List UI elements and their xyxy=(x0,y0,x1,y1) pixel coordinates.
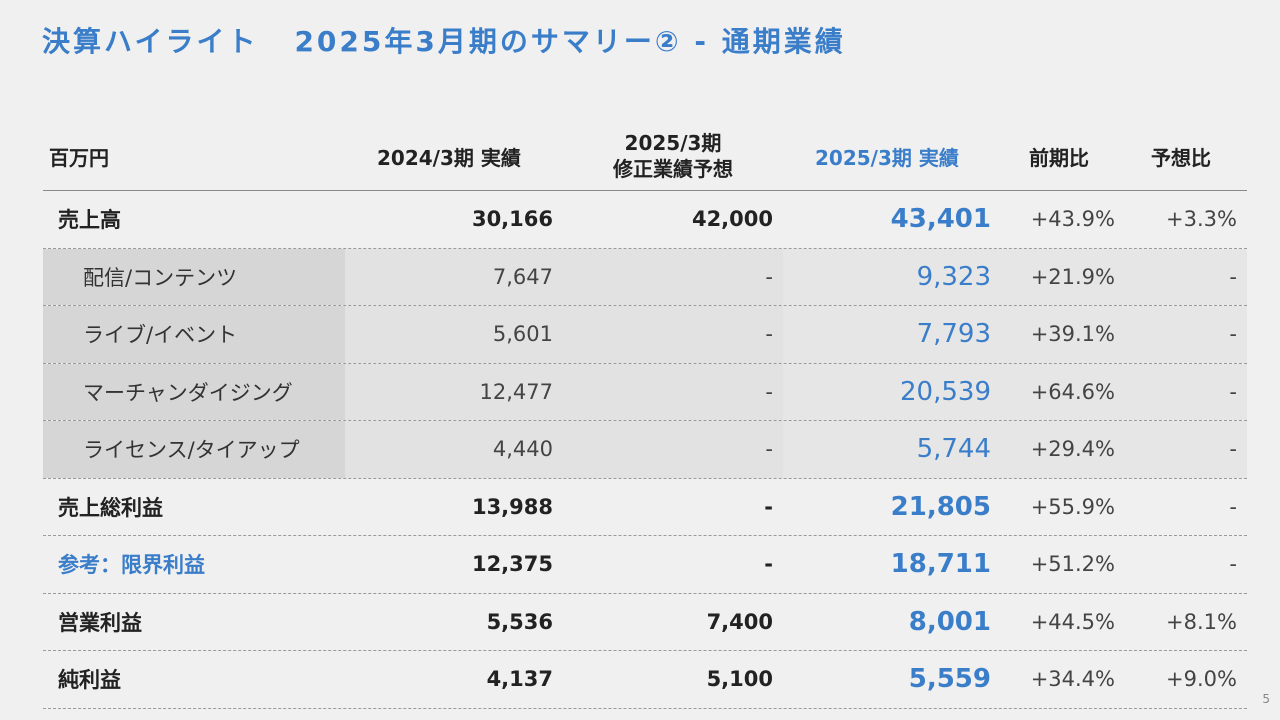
results-table: 百万円 2024/3期 実績 2025/3期 修正業績予想 2025/3期 実績… xyxy=(43,122,1247,709)
row-label: ライブ/イベント xyxy=(83,323,238,348)
current-actual-value: 21,805 xyxy=(890,491,991,522)
table-row: 売上総利益 13,988 - 21,805 +55.9% - xyxy=(43,479,1247,536)
row-shade xyxy=(43,306,345,363)
vs-forecast-value: +8.1% xyxy=(1166,609,1237,634)
forecast-value: - xyxy=(765,437,773,462)
table-row: 参考：限界利益 12,375 - 18,711 +51.2% - xyxy=(43,536,1247,594)
prev-actual-value: 5,536 xyxy=(486,609,553,634)
current-actual-value: 18,711 xyxy=(890,549,991,580)
forecast-value: - xyxy=(765,379,773,404)
current-actual-value: 20,539 xyxy=(900,376,991,407)
current-actual-value: 43,401 xyxy=(890,204,991,235)
vs-forecast-value: - xyxy=(1229,552,1237,577)
yoy-value: +44.5% xyxy=(1030,609,1115,634)
vs-forecast-value: +9.0% xyxy=(1166,667,1237,692)
row-shade xyxy=(783,248,1247,305)
row-label: 参考：限界利益 xyxy=(58,553,205,578)
row-shade xyxy=(345,248,783,305)
table-header: 百万円 2024/3期 実績 2025/3期 修正業績予想 2025/3期 実績… xyxy=(43,122,1247,191)
current-actual-header: 2025/3期 実績 xyxy=(815,145,959,170)
prev-actual-value: 4,440 xyxy=(492,437,553,462)
row-shade xyxy=(43,421,345,478)
row-shade xyxy=(345,421,783,478)
row-label: ライセンス/タイアップ xyxy=(83,438,300,463)
page-number: 5 xyxy=(1262,692,1270,706)
yoy-value: +39.1% xyxy=(1030,322,1115,347)
prev-actual-value: 12,375 xyxy=(471,552,553,577)
forecast-header: 2025/3期 修正業績予想 xyxy=(583,122,763,190)
row-label: 売上総利益 xyxy=(58,495,163,520)
vs-forecast-header: 予想比 xyxy=(1151,145,1211,170)
title-section: 決算ハイライト xyxy=(42,25,259,58)
yoy-value: +21.9% xyxy=(1030,264,1115,289)
prev-actual-value: 4,137 xyxy=(486,667,553,692)
unit-header: 百万円 xyxy=(49,145,109,170)
current-actual-value: 9,323 xyxy=(916,261,991,292)
vs-forecast-value: - xyxy=(1229,494,1237,519)
prev-actual-value: 30,166 xyxy=(471,207,553,232)
forecast-header-line1: 2025/3期 xyxy=(624,131,722,155)
yoy-value: +29.4% xyxy=(1030,437,1115,462)
forecast-value: 5,100 xyxy=(706,667,773,692)
current-actual-value: 5,744 xyxy=(916,434,991,465)
row-label: 配信/コンテンツ xyxy=(83,265,238,290)
yoy-value: +64.6% xyxy=(1030,379,1115,404)
forecast-header-line2: 修正業績予想 xyxy=(613,157,733,181)
row-shade xyxy=(43,248,345,305)
prev-actual-header: 2024/3期 実績 xyxy=(377,145,521,170)
prev-actual-value: 13,988 xyxy=(471,494,553,519)
row-shade xyxy=(345,363,783,420)
row-shade xyxy=(783,363,1247,420)
row-label: マーチャンダイジング xyxy=(83,380,293,405)
forecast-value: 7,400 xyxy=(706,609,773,634)
yoy-header: 前期比 xyxy=(1029,145,1089,170)
title-subject: 2025年3月期のサマリー② - 通期業績 xyxy=(294,25,846,58)
page-title: 決算ハイライト 2025年3月期のサマリー② - 通期業績 xyxy=(42,20,846,60)
prev-actual-value: 12,477 xyxy=(479,379,553,404)
vs-forecast-value: +3.3% xyxy=(1166,207,1237,232)
table-row: 純利益 4,137 5,100 5,559 +34.4% +9.0% xyxy=(43,651,1247,709)
forecast-value: - xyxy=(764,552,773,577)
forecast-value: - xyxy=(764,494,773,519)
table-row: ライブ/イベント 5,601 - 7,793 +39.1% - xyxy=(43,306,1247,364)
forecast-value: - xyxy=(765,264,773,289)
current-actual-value: 7,793 xyxy=(916,319,991,350)
row-shade xyxy=(783,306,1247,363)
prev-actual-value: 5,601 xyxy=(492,322,553,347)
current-actual-value: 5,559 xyxy=(908,664,991,695)
row-label: 営業利益 xyxy=(58,610,142,635)
table-row: 営業利益 5,536 7,400 8,001 +44.5% +8.1% xyxy=(43,594,1247,651)
table-row: 売上高 30,166 42,000 43,401 +43.9% +3.3% xyxy=(43,191,1247,249)
row-shade xyxy=(345,306,783,363)
table-row: マーチャンダイジング 12,477 - 20,539 +64.6% - xyxy=(43,363,1247,421)
row-shade xyxy=(43,363,345,420)
prev-actual-value: 7,647 xyxy=(492,264,553,289)
row-shade xyxy=(783,421,1247,478)
table-row: ライセンス/タイアップ 4,440 - 5,744 +29.4% - xyxy=(43,421,1247,479)
vs-forecast-value: - xyxy=(1229,437,1237,462)
forecast-value: - xyxy=(765,322,773,347)
vs-forecast-value: - xyxy=(1229,379,1237,404)
forecast-value: 42,000 xyxy=(691,207,773,232)
yoy-value: +34.4% xyxy=(1030,667,1115,692)
row-label: 売上高 xyxy=(58,208,121,233)
row-label: 純利益 xyxy=(58,668,121,693)
vs-forecast-value: - xyxy=(1229,322,1237,347)
yoy-value: +55.9% xyxy=(1030,494,1115,519)
current-actual-value: 8,001 xyxy=(908,606,991,637)
yoy-value: +43.9% xyxy=(1030,207,1115,232)
yoy-value: +51.2% xyxy=(1030,552,1115,577)
table-row: 配信/コンテンツ 7,647 - 9,323 +21.9% - xyxy=(43,248,1247,306)
vs-forecast-value: - xyxy=(1229,264,1237,289)
